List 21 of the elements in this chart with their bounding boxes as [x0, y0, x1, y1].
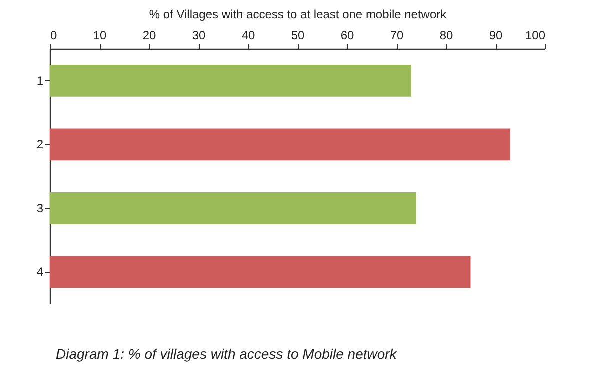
x-tick-label: 30: [192, 28, 206, 42]
y-tick-label: 2: [36, 138, 44, 152]
bar: [50, 192, 416, 224]
x-tick-label: 40: [242, 28, 256, 42]
x-tick-label: 60: [340, 28, 354, 42]
x-tick-label: 100: [525, 28, 546, 42]
y-tick-label: 1: [36, 74, 44, 88]
bar: [50, 256, 471, 288]
x-tick-label: 90: [489, 28, 503, 42]
bar: [50, 64, 412, 97]
y-tick-label: 4: [36, 265, 44, 280]
x-tick-label: 50: [291, 28, 305, 42]
x-tick-label: 10: [93, 28, 107, 42]
y-tick-label: 3: [36, 201, 44, 216]
x-tick-label: 0: [50, 28, 58, 42]
bar: [50, 128, 510, 161]
x-tick-label: 80: [440, 28, 454, 42]
text: Diagram 1: % of villages with access to Mobile network: [56, 346, 397, 362]
x-tick-label: 20: [142, 28, 156, 42]
x-axis-title: % of Villages with access to at least one mobile network: [149, 8, 448, 22]
x-tick-label: 70: [390, 28, 404, 42]
